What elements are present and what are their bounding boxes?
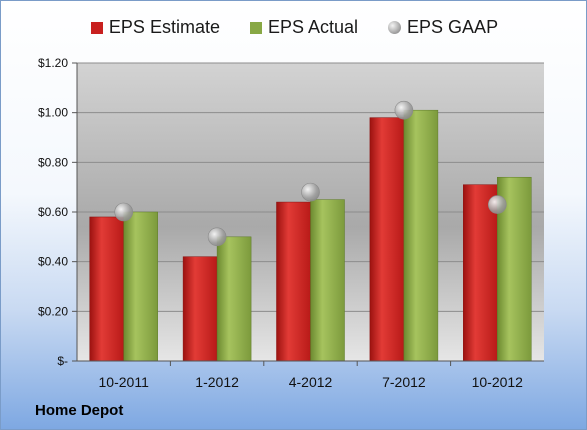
legend-item-estimate: EPS Estimate xyxy=(90,17,220,38)
bar-eps-estimate xyxy=(182,256,218,362)
company-name: Home Depot xyxy=(35,402,124,419)
x-tick-label: 10-2011 xyxy=(99,374,150,390)
bar-eps-estimate xyxy=(276,201,311,362)
legend-label-estimate: EPS Estimate xyxy=(108,17,220,37)
bar-eps-actual xyxy=(310,199,345,362)
marker-eps-gaap xyxy=(207,227,227,247)
y-tick-label: $- xyxy=(57,354,68,368)
bar-eps-estimate xyxy=(463,184,498,362)
bars xyxy=(89,109,532,362)
legend-label-gaap: EPS GAAP xyxy=(407,17,499,37)
marker-eps-gaap xyxy=(114,202,133,222)
bar-eps-actual xyxy=(403,109,439,362)
legend-item-gaap: EPS GAAP xyxy=(388,17,498,38)
legend-item-actual: EPS Actual xyxy=(249,17,359,38)
marker-eps-gaap xyxy=(487,195,507,214)
x-tick-label: 4-2012 xyxy=(289,374,333,390)
legend-swatch-estimate xyxy=(90,21,103,34)
legend: EPS Estimate EPS Actual EPS GAAP xyxy=(1,17,586,38)
bar-eps-actual xyxy=(123,211,158,362)
y-axis: $- $0.20 $0.40 $0.60 $0.80 $1.00 $1.20 xyxy=(38,56,78,368)
y-tick-label: $0.20 xyxy=(38,304,68,318)
legend-swatch-actual xyxy=(249,21,262,34)
legend-label-actual: EPS Actual xyxy=(267,17,359,37)
y-tick-label: $1.20 xyxy=(38,56,68,70)
gaap-markers xyxy=(114,100,507,247)
bar-eps-estimate xyxy=(89,216,124,362)
x-axis: 10-2011 1-2012 4-2012 7-2012 10-2012 xyxy=(77,360,544,390)
y-tick-label: $1.00 xyxy=(38,106,68,120)
x-tick-label: 10-2012 xyxy=(472,374,524,390)
bar-eps-estimate xyxy=(369,117,405,362)
x-tick-label: 1-2012 xyxy=(195,374,239,390)
x-tick-label: 7-2012 xyxy=(382,374,426,390)
y-tick-label: $0.60 xyxy=(38,205,68,219)
legend-swatch-gaap xyxy=(388,21,402,34)
bar-eps-actual xyxy=(216,236,252,362)
marker-eps-gaap xyxy=(301,182,320,202)
marker-eps-gaap xyxy=(394,100,414,120)
y-tick-label: $0.40 xyxy=(38,255,68,269)
y-tick-label: $0.80 xyxy=(38,155,68,169)
